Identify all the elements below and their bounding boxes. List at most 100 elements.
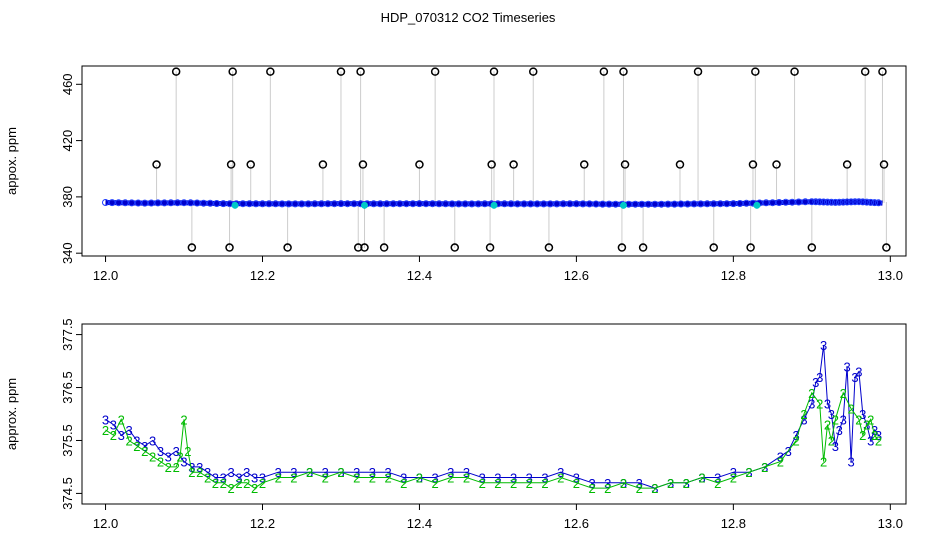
series-3-point: 3 bbox=[259, 471, 266, 486]
baseline-point bbox=[514, 200, 521, 208]
series-3-line bbox=[105, 345, 879, 489]
series-3-point: 3 bbox=[636, 476, 643, 491]
series-3-point: 3 bbox=[836, 423, 843, 438]
spike-point bbox=[379, 243, 389, 252]
series-3-point: 3 bbox=[588, 476, 595, 491]
series-3-point: 3 bbox=[384, 465, 391, 480]
x-tick-label: 12.6 bbox=[564, 516, 589, 531]
baseline-point bbox=[429, 200, 436, 208]
series-2-point: 2 bbox=[110, 428, 117, 443]
baseline-point bbox=[311, 200, 319, 208]
baseline-point bbox=[304, 200, 312, 208]
series-2-point: 2 bbox=[180, 412, 187, 427]
series-2-point: 2 bbox=[636, 481, 643, 496]
baseline-point bbox=[442, 200, 450, 208]
baseline-point bbox=[863, 198, 871, 206]
baseline-point bbox=[851, 198, 859, 206]
series-2-point: 2 bbox=[792, 434, 799, 449]
series-2-point: 2 bbox=[816, 396, 823, 411]
baseline-point bbox=[461, 200, 469, 208]
series-3-point: 3 bbox=[875, 428, 882, 443]
baseline-point bbox=[677, 200, 685, 208]
spike-point bbox=[675, 160, 685, 169]
baseline-point bbox=[572, 200, 580, 208]
series-3-point: 3 bbox=[812, 375, 819, 390]
spike-point bbox=[790, 67, 799, 76]
spike-point bbox=[882, 243, 891, 252]
series-3-point: 3 bbox=[188, 460, 195, 475]
spike-point bbox=[617, 243, 627, 252]
series-3-point: 3 bbox=[526, 471, 533, 486]
series-2-point: 2 bbox=[165, 460, 172, 475]
series-2-point: 2 bbox=[125, 434, 132, 449]
spike-point bbox=[485, 243, 495, 252]
spike-point bbox=[842, 160, 852, 169]
spike-point bbox=[430, 67, 440, 76]
series-2-point: 2 bbox=[431, 476, 438, 491]
series-3-point: 3 bbox=[808, 396, 815, 411]
series-2-point: 2 bbox=[184, 444, 191, 459]
series-3-point: 3 bbox=[149, 434, 156, 449]
series-2-point: 2 bbox=[867, 412, 874, 427]
lower-panel: 12.0 12.2 12.4 12.6 12.8 13.0 374.5 375.5 376.5 3… bbox=[4, 318, 907, 531]
series-2-point: 2 bbox=[337, 465, 344, 480]
baseline-point bbox=[723, 200, 731, 208]
series-3-point: 3 bbox=[369, 465, 376, 480]
figure-title: HDP_070312 CO2 Timeseries bbox=[381, 10, 556, 25]
plot-frame bbox=[81, 65, 907, 257]
series-2-point: 2 bbox=[196, 465, 203, 480]
series-3-point: 3 bbox=[463, 465, 470, 480]
series-3-point: 3 bbox=[102, 412, 109, 427]
baseline-point bbox=[115, 199, 123, 207]
series-2-point: 2 bbox=[698, 471, 705, 486]
y-axis-title: appox. ppm bbox=[4, 127, 19, 195]
series-3-point: 3 bbox=[792, 428, 799, 443]
baseline-point bbox=[507, 200, 515, 208]
cyan-point bbox=[361, 201, 369, 209]
series-3-point: 3 bbox=[118, 428, 125, 443]
baseline-point bbox=[553, 200, 561, 208]
baseline-point bbox=[871, 199, 879, 207]
baseline-point bbox=[213, 200, 221, 207]
baseline-series-line bbox=[105, 199, 883, 207]
series-2-point: 2 bbox=[400, 476, 407, 491]
spike-point bbox=[599, 67, 609, 76]
x-tick-label: 12.2 bbox=[250, 268, 275, 283]
series-2-point: 2 bbox=[227, 481, 234, 496]
series-3-point: 3 bbox=[400, 471, 407, 486]
baseline-point bbox=[812, 198, 820, 206]
spike-point bbox=[748, 160, 758, 169]
series-3-point: 3 bbox=[125, 423, 132, 438]
spike-point bbox=[878, 67, 887, 76]
x-tick-label: 12.2 bbox=[250, 516, 275, 531]
y-axis-title: approx. ppm bbox=[4, 378, 19, 450]
series-2-point: 2 bbox=[212, 476, 219, 491]
series-2-point: 2 bbox=[541, 476, 548, 491]
series-2-point: 2 bbox=[557, 471, 564, 486]
baseline-point bbox=[245, 200, 253, 208]
spike-point bbox=[266, 67, 275, 76]
series-2-point: 2 bbox=[573, 476, 580, 491]
series-2-point: 2 bbox=[322, 471, 329, 486]
baseline-point bbox=[219, 200, 227, 208]
series-3-point: 3 bbox=[173, 444, 180, 459]
baseline-point bbox=[839, 198, 847, 206]
series-2-point: 2 bbox=[118, 412, 125, 427]
spike-point bbox=[450, 243, 460, 252]
series-3-point: 3 bbox=[847, 455, 854, 470]
baseline-point bbox=[816, 198, 824, 206]
series-2-point: 2 bbox=[800, 407, 807, 422]
series-3-point: 3 bbox=[851, 370, 858, 385]
baseline-point bbox=[298, 200, 306, 208]
x-tick-label: 12.8 bbox=[721, 516, 746, 531]
baseline-point bbox=[141, 199, 149, 207]
baseline-point bbox=[200, 199, 208, 207]
spike-point bbox=[360, 243, 369, 252]
baseline-point bbox=[272, 200, 280, 208]
series-3-point: 3 bbox=[275, 465, 282, 480]
baseline-point bbox=[187, 199, 195, 207]
series-2-point: 2 bbox=[855, 412, 862, 427]
baseline-point bbox=[396, 200, 404, 208]
baseline-point bbox=[875, 199, 882, 207]
series-3-point: 3 bbox=[828, 407, 835, 422]
